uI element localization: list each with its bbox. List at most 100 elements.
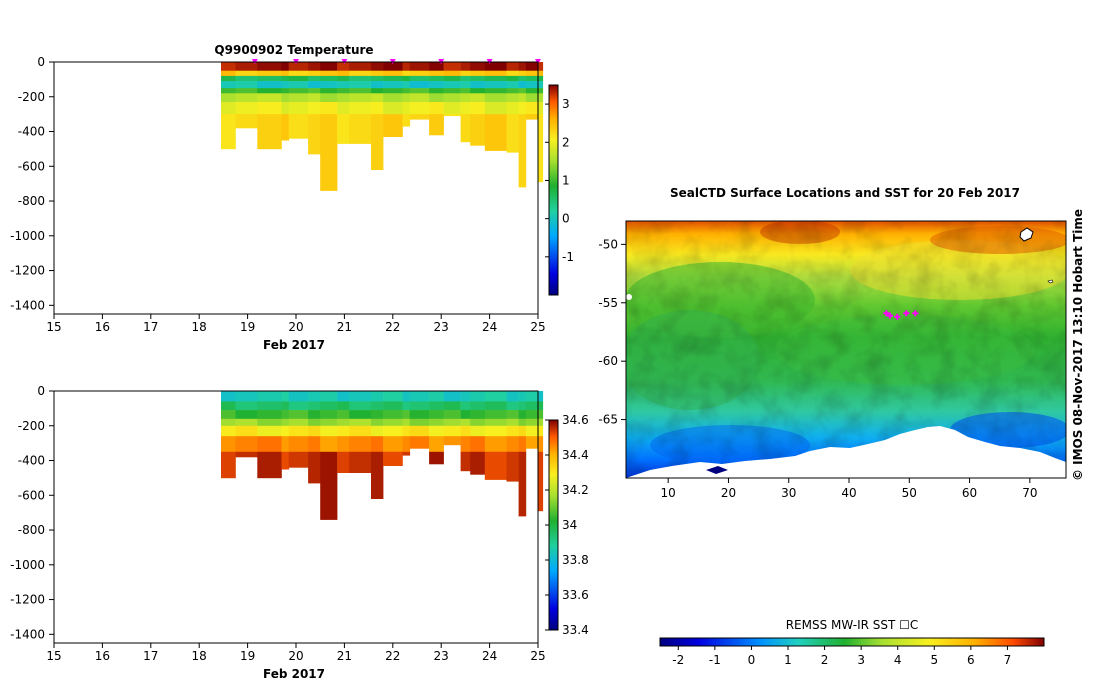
section-cell [257, 391, 282, 402]
section-cell [281, 391, 290, 402]
y-tick-label: -1200 [10, 593, 45, 607]
section-cell [484, 93, 507, 103]
colorbar-tick-label: 34.4 [562, 448, 589, 462]
x-tick-label: 24 [482, 320, 497, 334]
map-x-tick-label: 20 [721, 486, 736, 500]
section-cell [460, 88, 471, 94]
section-cell [538, 75, 544, 82]
section-cell [402, 418, 411, 427]
section-cell [429, 451, 444, 465]
colorbar-tick-label: 34 [562, 518, 577, 532]
section-cell [288, 425, 309, 437]
section-cell [337, 114, 350, 144]
colorbar-tick-label: 33.8 [562, 553, 589, 567]
section-cell [288, 451, 309, 468]
sst-colorbar-tick-label: 7 [1004, 653, 1012, 667]
section-cell [308, 62, 321, 71]
section-cell [337, 425, 350, 437]
section-cell [409, 410, 430, 420]
section-cell [518, 88, 527, 94]
section-cell [337, 93, 350, 103]
section-cell [538, 410, 544, 420]
island-marker [626, 294, 632, 300]
section-cell [281, 401, 290, 411]
map-y-tick-label: -60 [598, 354, 618, 368]
section-cell [288, 70, 309, 77]
section-cell [460, 436, 471, 453]
section-cell [484, 391, 507, 402]
section-cell [257, 88, 282, 94]
x-tick-label: 20 [288, 320, 303, 334]
x-tick-label: 23 [434, 649, 449, 663]
section-cell [383, 436, 403, 453]
section-cell [506, 102, 519, 115]
section-cell [460, 70, 471, 77]
seal-location [894, 313, 901, 320]
section-cell [518, 114, 527, 188]
section-cell [484, 70, 507, 77]
section-cell [371, 114, 384, 170]
section-cell [281, 93, 290, 103]
section-cell [281, 425, 290, 437]
section-cell [320, 425, 338, 437]
x-tick-label: 18 [192, 320, 207, 334]
sst-field [626, 221, 1066, 478]
section-cell [429, 418, 444, 427]
section-cell [349, 114, 372, 144]
antarctic-land [626, 426, 1066, 478]
sst-map-x-ticks: 10 20 30 40 50 60 70 [661, 478, 1037, 500]
section-cell [538, 102, 544, 115]
section-cell [409, 93, 430, 103]
section-cell [320, 75, 338, 82]
section-cell [288, 102, 309, 115]
y-tick-label: -400 [18, 454, 45, 468]
section-cell [506, 62, 519, 71]
section-cell [383, 93, 403, 103]
y-tick-label: -1400 [10, 627, 45, 641]
section-cell [349, 70, 372, 77]
section-cell [235, 102, 258, 115]
section-cell [235, 93, 258, 103]
section-cell [518, 93, 527, 103]
section-cell [429, 401, 444, 411]
section-cell [429, 62, 444, 71]
section-cell [235, 436, 258, 453]
section-cell [349, 425, 372, 437]
section-cell [506, 410, 519, 420]
section-cell [349, 75, 372, 82]
section-cell [257, 93, 282, 103]
salinity-colorbar [548, 419, 559, 631]
section-cell [538, 418, 544, 427]
section-cell [257, 102, 282, 115]
x-tick-label: 17 [143, 649, 158, 663]
kerguelen-island [1019, 227, 1034, 242]
section-cell [383, 62, 403, 71]
section-cell [383, 81, 403, 89]
section-cell [402, 410, 411, 420]
section-cell [281, 451, 290, 470]
map-x-tick-label: 10 [661, 486, 676, 500]
section-cell [470, 410, 485, 420]
section-cell [308, 75, 321, 82]
section-cell [470, 436, 485, 453]
section-cell [221, 391, 236, 402]
section-cell [460, 75, 471, 82]
section-cell [281, 81, 290, 89]
section-cell [349, 401, 372, 411]
sst-map-y-ticks: -50 -55 -60 -65 [598, 237, 626, 427]
section-cell [470, 81, 485, 89]
section-cell [281, 114, 290, 141]
section-cell [506, 81, 519, 89]
section-cell [525, 62, 539, 71]
section-cell [349, 93, 372, 103]
section-cell [470, 102, 485, 115]
section-cell [409, 401, 430, 411]
section-cell [235, 114, 258, 129]
section-cell [538, 70, 544, 77]
map-x-tick-label: 40 [841, 486, 856, 500]
sst-colorbar-tick-label: 5 [930, 653, 938, 667]
section-cell [518, 436, 527, 453]
y-tick-label: -1000 [10, 558, 45, 572]
section-cell [460, 425, 471, 437]
